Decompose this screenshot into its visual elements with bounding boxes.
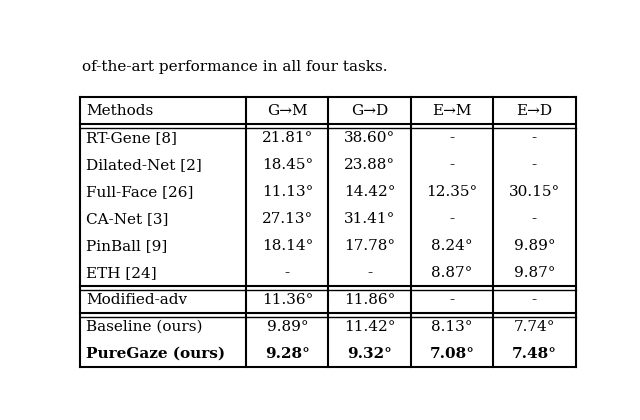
- Text: 11.13°: 11.13°: [262, 185, 313, 199]
- Text: PureGaze (ours): PureGaze (ours): [86, 347, 225, 361]
- Text: 18.14°: 18.14°: [262, 239, 313, 253]
- Text: E→D: E→D: [516, 104, 552, 118]
- Text: -: -: [532, 293, 537, 307]
- Text: 7.48°: 7.48°: [512, 347, 557, 361]
- Text: Modified-adv: Modified-adv: [86, 293, 188, 307]
- Text: 9.28°: 9.28°: [265, 347, 310, 361]
- Text: -: -: [532, 131, 537, 145]
- Text: of-the-art performance in all four tasks.: of-the-art performance in all four tasks…: [83, 60, 388, 74]
- Text: -: -: [449, 131, 454, 145]
- Text: ETH [24]: ETH [24]: [86, 266, 157, 280]
- Text: G→M: G→M: [267, 104, 308, 118]
- Text: Dilated-Net [2]: Dilated-Net [2]: [86, 158, 202, 172]
- Text: 38.60°: 38.60°: [344, 131, 396, 145]
- Text: 17.78°: 17.78°: [344, 239, 396, 253]
- Text: RT-Gene [8]: RT-Gene [8]: [86, 131, 177, 145]
- Text: Baseline (ours): Baseline (ours): [86, 320, 203, 334]
- Text: Methods: Methods: [86, 104, 154, 118]
- Text: 11.86°: 11.86°: [344, 293, 396, 307]
- Text: 12.35°: 12.35°: [426, 185, 477, 199]
- Text: 9.89°: 9.89°: [513, 239, 555, 253]
- Text: 21.81°: 21.81°: [262, 131, 313, 145]
- Text: 7.74°: 7.74°: [513, 320, 555, 334]
- Text: -: -: [449, 293, 454, 307]
- Text: 8.87°: 8.87°: [431, 266, 473, 280]
- Text: -: -: [449, 212, 454, 226]
- Text: -: -: [285, 266, 290, 280]
- Text: 9.87°: 9.87°: [513, 266, 555, 280]
- Text: 31.41°: 31.41°: [344, 212, 396, 226]
- Text: -: -: [532, 158, 537, 172]
- Text: 18.45°: 18.45°: [262, 158, 313, 172]
- Text: 14.42°: 14.42°: [344, 185, 396, 199]
- Text: Full-Face [26]: Full-Face [26]: [86, 185, 194, 199]
- Text: CA-Net [3]: CA-Net [3]: [86, 212, 169, 226]
- Text: 7.08°: 7.08°: [429, 347, 474, 361]
- Text: 27.13°: 27.13°: [262, 212, 313, 226]
- Text: 11.36°: 11.36°: [262, 293, 313, 307]
- Text: -: -: [532, 212, 537, 226]
- Text: PinBall [9]: PinBall [9]: [86, 239, 168, 253]
- Text: 11.42°: 11.42°: [344, 320, 396, 334]
- Text: 9.89°: 9.89°: [266, 320, 308, 334]
- Text: 30.15°: 30.15°: [509, 185, 560, 199]
- Text: 8.13°: 8.13°: [431, 320, 473, 334]
- Text: E→M: E→M: [432, 104, 472, 118]
- Text: 9.32°: 9.32°: [348, 347, 392, 361]
- Text: -: -: [449, 158, 454, 172]
- Text: G→D: G→D: [351, 104, 388, 118]
- Text: -: -: [367, 266, 372, 280]
- Text: 8.24°: 8.24°: [431, 239, 473, 253]
- Text: 23.88°: 23.88°: [344, 158, 396, 172]
